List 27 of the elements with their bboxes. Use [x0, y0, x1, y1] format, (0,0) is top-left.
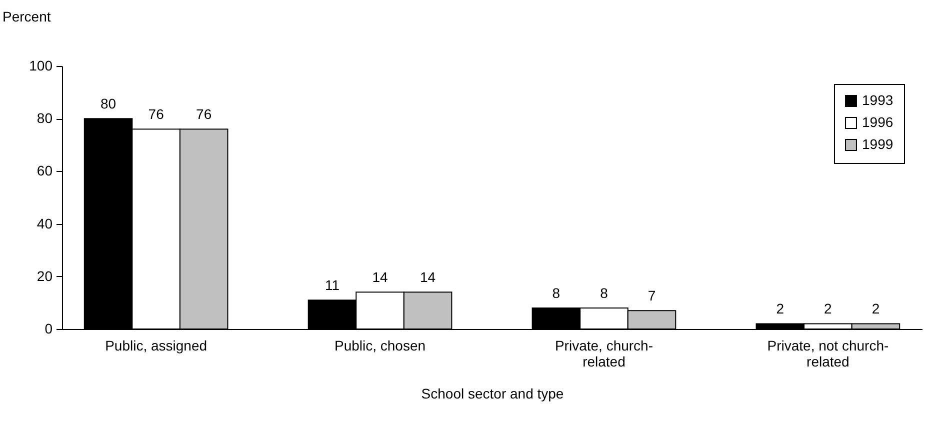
data-label: 8 — [552, 284, 560, 301]
x-tick-label: Private, church-related — [554, 338, 654, 370]
y-tick-label: 40 — [36, 215, 53, 232]
legend-label: 1993 — [862, 92, 894, 108]
x-tick-label: Private, not church-related — [767, 338, 889, 370]
data-label: 11 — [324, 277, 340, 294]
y-tick-label: 60 — [36, 162, 53, 179]
data-label: 76 — [148, 106, 164, 122]
legend-label: 1996 — [862, 114, 894, 130]
y-axis-title: Percent — [2, 8, 51, 24]
data-label: 2 — [872, 300, 880, 317]
y-tick-label: 20 — [36, 268, 53, 284]
x-axis-title: School sector and type — [421, 386, 564, 402]
y-tick-label: 0 — [44, 320, 53, 336]
data-label: 80 — [100, 96, 116, 112]
legend-label: 1999 — [862, 136, 894, 152]
x-tick-label: Public, chosen — [334, 338, 426, 354]
data-label: 14 — [372, 269, 388, 286]
x-tick-label: Public, assigned — [105, 338, 208, 354]
data-label: 14 — [420, 269, 436, 286]
data-label: 2 — [824, 300, 832, 317]
y-tick-label: 80 — [36, 110, 53, 126]
y-tick-label: 100 — [29, 58, 53, 74]
data-label: 7 — [648, 288, 656, 304]
data-label: 76 — [196, 106, 212, 122]
data-label: 8 — [600, 284, 608, 301]
data-label: 2 — [776, 300, 784, 317]
